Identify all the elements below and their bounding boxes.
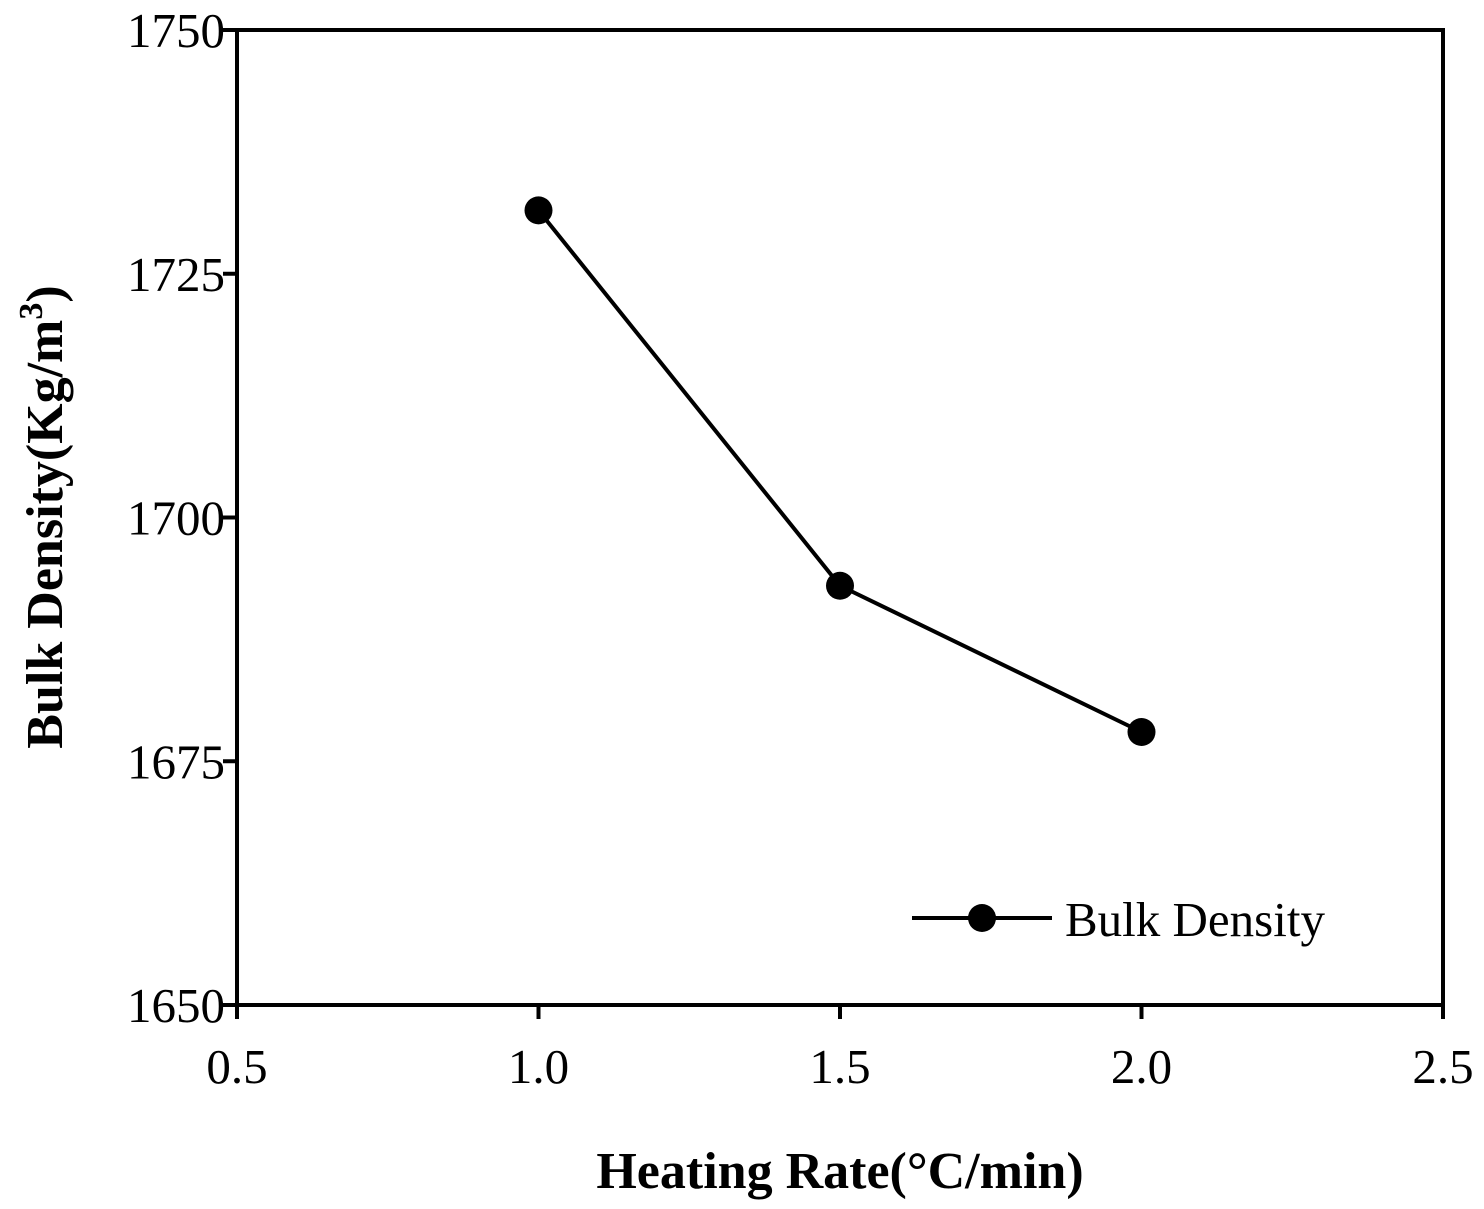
y-tick-label: 1650 [127, 978, 225, 1033]
y-axis-title-close: ) [17, 285, 74, 302]
y-axis-ticks: 1650 1675 1700 1725 1750 [127, 3, 237, 1033]
legend-label: Bulk Density [1065, 892, 1325, 947]
y-axis-title-main: Bulk Density(Kg/m [17, 320, 74, 749]
y-tick-label: 1700 [127, 491, 225, 546]
series-line [536, 209, 1143, 734]
x-tick-label: 1.0 [508, 1039, 569, 1094]
y-tick-label: 1750 [127, 3, 225, 58]
x-tick-label: 2.0 [1111, 1039, 1172, 1094]
axes [235, 28, 1445, 1007]
data-point [826, 571, 854, 600]
y-axis-title: Bulk Density(Kg/m3) [13, 285, 74, 748]
legend-marker [968, 904, 996, 932]
data-point [1127, 718, 1156, 746]
series-layer [524, 196, 1156, 746]
x-tick-label: 0.5 [206, 1039, 267, 1094]
x-axis-title: Heating Rate(°C/min) [596, 1143, 1083, 1200]
y-tick-label: 1725 [127, 247, 225, 302]
y-axis-title-superscript: 3 [13, 303, 50, 320]
data-point [524, 196, 553, 225]
plot-frame [235, 28, 1445, 1007]
y-tick-label: 1675 [127, 734, 225, 789]
legend: Bulk Density [912, 892, 1325, 947]
x-axis-ticks: 0.5 1.0 1.5 2.0 2.5 [206, 1005, 1474, 1094]
x-tick-label: 1.5 [809, 1039, 870, 1094]
x-tick-label: 2.5 [1412, 1039, 1473, 1094]
